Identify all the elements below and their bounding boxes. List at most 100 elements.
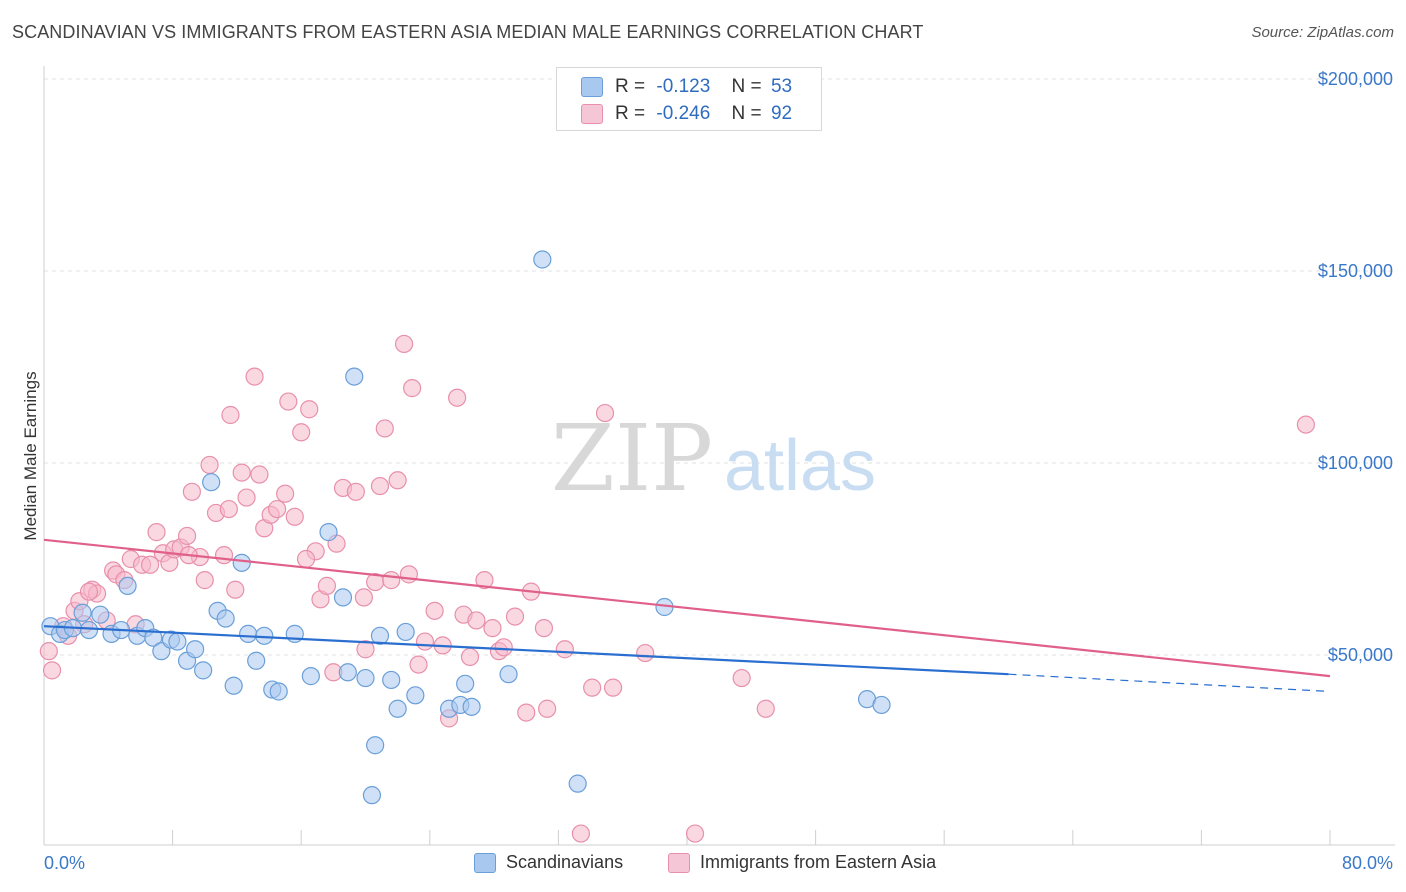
- data-point: [237, 488, 256, 507]
- legend-n-value: 53: [770, 76, 793, 97]
- data-point: [177, 526, 197, 546]
- data-point: [534, 619, 554, 638]
- data-point: [636, 643, 655, 663]
- data-point: [396, 622, 415, 642]
- data-point: [583, 678, 602, 697]
- data-point: [533, 250, 552, 269]
- data-point: [42, 661, 62, 680]
- data-point: [356, 668, 375, 688]
- data-point: [186, 640, 205, 659]
- legend-n-label: N =: [731, 76, 762, 97]
- bottom-legend: Scandinavians Immigrants from Eastern As…: [0, 852, 1406, 876]
- data-point: [202, 473, 221, 492]
- trend-line-pink: [43, 538, 1331, 678]
- data-point: [425, 601, 444, 620]
- trend-line-blue: [43, 625, 1009, 676]
- legend-swatch-pink: [581, 104, 603, 124]
- y-tick-labels: $50,000 $100,000 $150,000 $200,000: [1318, 69, 1393, 665]
- data-point: [394, 334, 414, 354]
- data-point: [39, 642, 58, 661]
- data-point: [285, 507, 304, 526]
- data-point: [382, 670, 401, 690]
- data-point: [79, 620, 99, 640]
- data-point: [147, 523, 166, 542]
- data-point: [245, 367, 264, 386]
- series-scandinavians: [41, 250, 891, 805]
- y-tick-label: $50,000: [1328, 645, 1393, 665]
- data-point: [319, 523, 338, 542]
- data-point: [494, 638, 513, 657]
- data-point: [555, 640, 574, 659]
- legend-swatch-blue: [581, 77, 603, 97]
- data-point: [756, 699, 775, 718]
- chart-title: SCANDINAVIAN VS IMMIGRANTS FROM EASTERN …: [12, 22, 924, 42]
- x-tick-labels: 0.0% 80.0%: [44, 853, 1393, 873]
- data-point: [595, 403, 615, 423]
- data-point: [219, 499, 238, 519]
- data-point: [872, 695, 891, 715]
- data-point: [317, 576, 337, 595]
- data-point: [140, 555, 160, 574]
- data-point: [388, 699, 407, 718]
- axes: [43, 66, 1395, 846]
- data-point: [194, 661, 213, 680]
- trend-line-extension-blue: [1008, 673, 1331, 693]
- data-point: [403, 379, 422, 398]
- bottom-legend-swatch-pink: [668, 853, 690, 873]
- legend-r-label: R =: [615, 76, 646, 97]
- data-point: [382, 571, 401, 590]
- data-point: [73, 603, 92, 622]
- legend: R = -0.123 N = 53 R = -0.246 N = 92: [556, 67, 822, 131]
- data-point: [517, 703, 536, 722]
- data-point: [232, 463, 251, 482]
- watermark-zip: ZIP: [551, 405, 713, 512]
- data-point: [267, 499, 287, 519]
- y-tick-label: $150,000: [1318, 261, 1393, 281]
- data-point: [239, 624, 258, 643]
- data-point: [195, 571, 214, 590]
- data-point: [375, 419, 394, 438]
- data-point: [354, 588, 373, 607]
- data-point: [168, 632, 187, 651]
- data-point: [182, 482, 201, 501]
- data-point: [388, 471, 407, 490]
- data-point: [370, 626, 390, 645]
- legend-n-value: 92: [770, 103, 793, 124]
- legend-n-label: N =: [731, 103, 762, 124]
- data-point: [538, 699, 557, 718]
- data-point: [362, 786, 382, 805]
- data-point: [279, 392, 298, 411]
- x-tick-label-max: 80.0%: [1342, 853, 1393, 873]
- data-point: [483, 619, 502, 638]
- data-point: [221, 405, 240, 425]
- watermark: ZIP atlas: [551, 405, 876, 512]
- source-credit: Source: ZipAtlas.com: [1251, 24, 1394, 41]
- data-point: [1296, 415, 1315, 434]
- bottom-legend-swatch-blue: [474, 853, 496, 873]
- data-point: [118, 576, 137, 595]
- data-point: [356, 640, 375, 659]
- data-point: [448, 388, 467, 407]
- data-point: [571, 824, 591, 843]
- bottom-legend-label: Immigrants from Eastern Asia: [700, 852, 937, 872]
- data-point: [224, 676, 243, 695]
- data-point: [200, 455, 219, 475]
- legend-r-label: R =: [615, 103, 646, 124]
- data-point: [462, 697, 481, 716]
- data-point: [460, 647, 480, 667]
- y-tick-label: $100,000: [1318, 453, 1393, 473]
- data-point: [366, 736, 385, 755]
- data-point: [409, 655, 428, 674]
- legend-r-value: -0.246: [656, 103, 711, 124]
- data-point: [292, 423, 311, 442]
- data-point: [247, 651, 266, 670]
- data-point: [603, 678, 623, 697]
- data-point: [216, 609, 235, 628]
- data-point: [346, 482, 365, 501]
- data-point: [685, 824, 705, 843]
- data-point: [568, 774, 587, 793]
- data-point: [79, 582, 99, 601]
- y-tick-label: $200,000: [1318, 69, 1393, 89]
- data-point: [214, 546, 234, 565]
